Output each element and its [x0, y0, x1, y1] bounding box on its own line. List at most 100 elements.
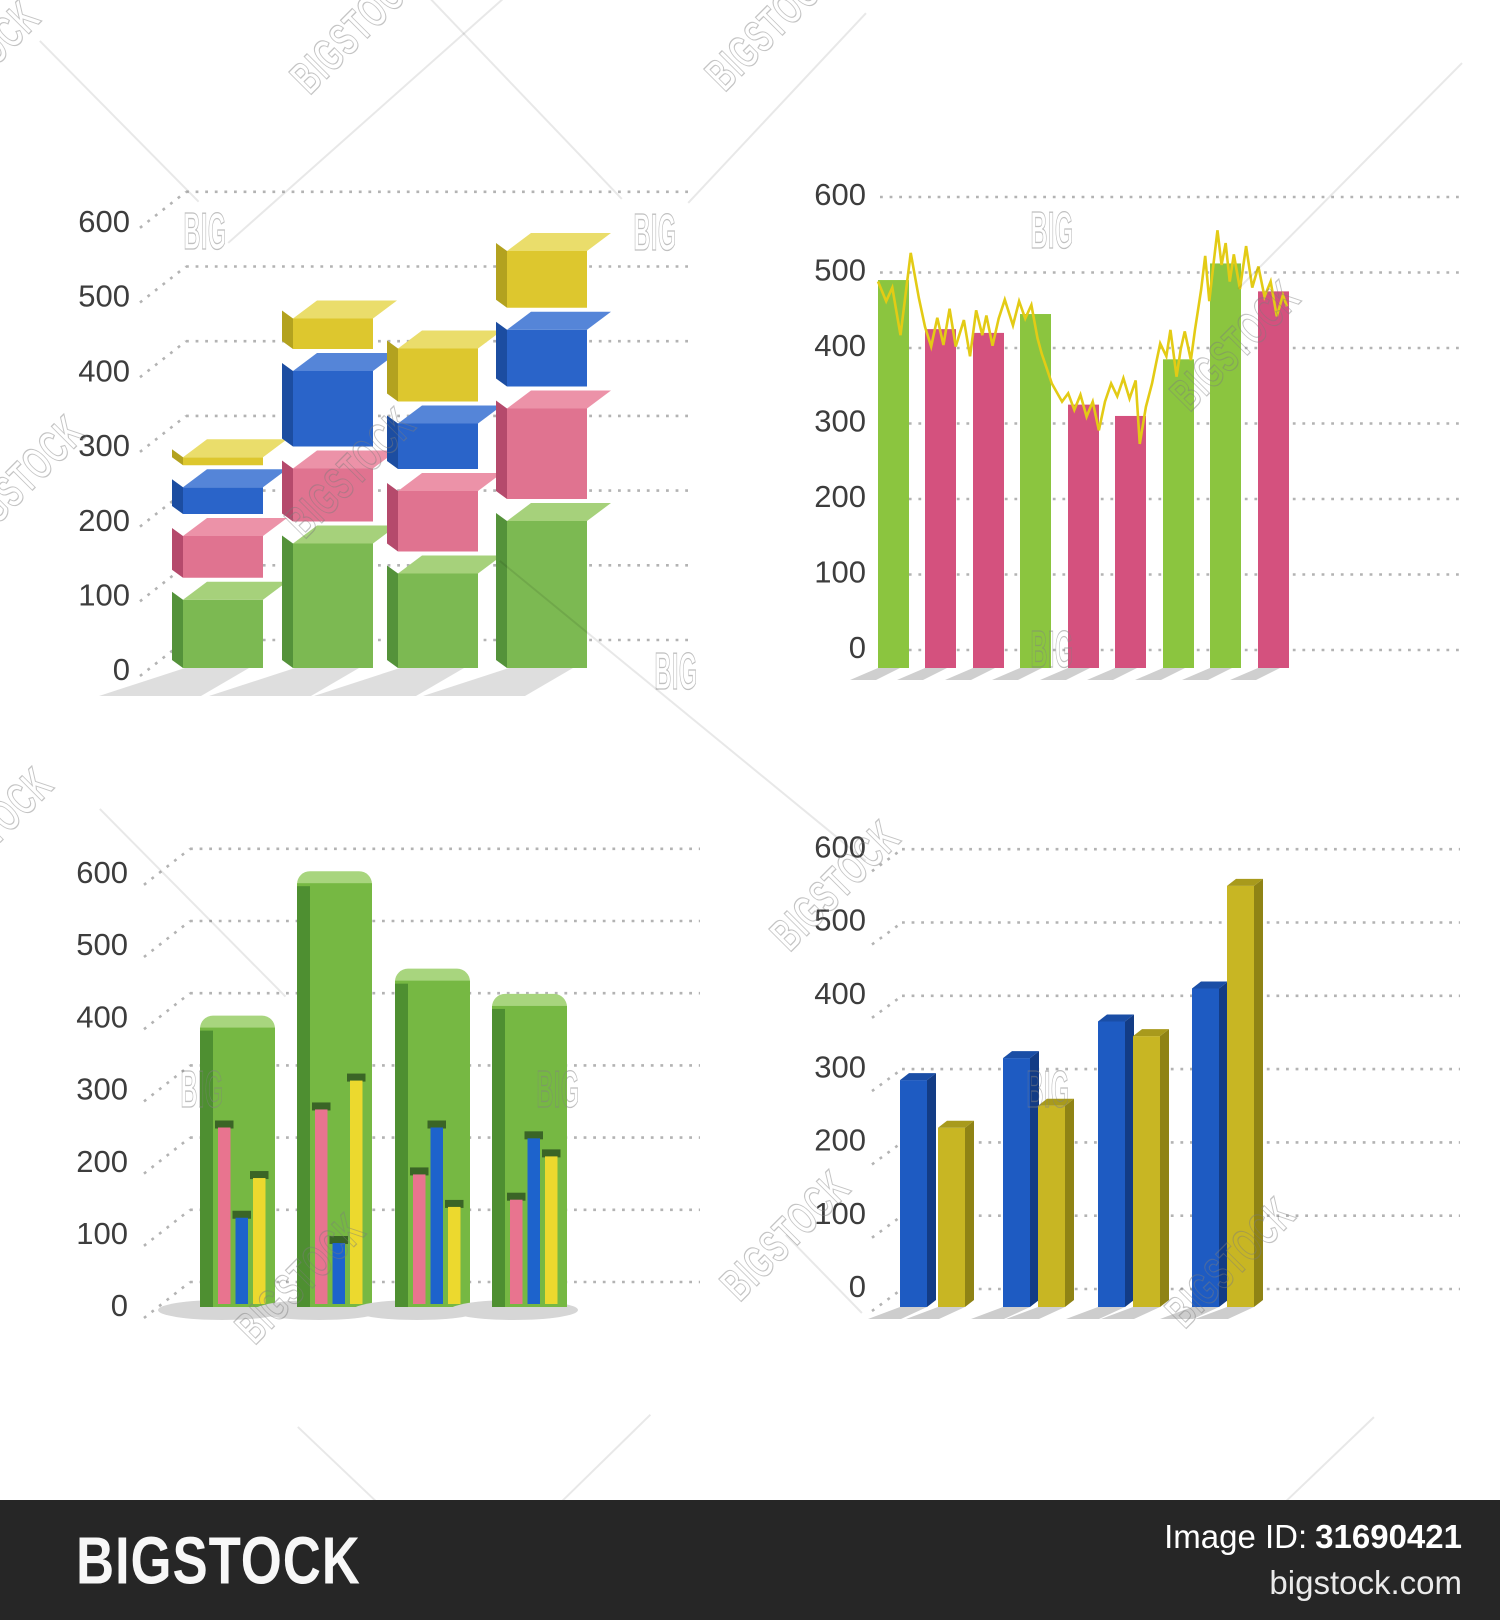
bar-side: [1065, 1098, 1074, 1307]
axis-tick-label: 300: [76, 1072, 128, 1107]
bar-shadow: [1040, 668, 1090, 680]
stacked-block-side: [496, 243, 507, 308]
bar-shadow: [314, 668, 464, 696]
bar: [878, 280, 909, 668]
bar-shadow: [1066, 1307, 1125, 1319]
stacked-block-front: [293, 468, 373, 522]
bar-front: [1038, 1105, 1065, 1307]
grid-line-diagonal: [143, 1280, 191, 1320]
axis-tick-label: 100: [76, 1216, 128, 1251]
grid-line-diagonal: [143, 1208, 191, 1247]
axis-tick-label: 500: [76, 927, 128, 962]
stacked-block-side: [282, 535, 293, 668]
mini-bar-cap: [250, 1171, 269, 1180]
axis-tick-label: 400: [814, 328, 866, 363]
stacked-block-front: [507, 251, 587, 308]
stacked-block-side: [282, 460, 293, 522]
bar-shadow: [1006, 1307, 1065, 1319]
axis-tick-label: 600: [814, 177, 866, 212]
image-id-value: 31690421: [1315, 1517, 1462, 1555]
footer-meta: Image ID: 31690421 bigstock.com: [1164, 1514, 1462, 1606]
column-side: [297, 886, 310, 1307]
mini-bar: [510, 1199, 523, 1304]
axis-tick-label: 100: [814, 555, 866, 590]
axis-tick-label: 100: [814, 1196, 866, 1231]
grid-line-diagonal: [143, 992, 191, 1031]
stacked-block-side: [282, 310, 293, 349]
bar-top: [900, 1073, 936, 1081]
stacked-block-side: [387, 340, 398, 402]
mini-bar-cap: [524, 1131, 543, 1140]
axis-tick-label: 0: [849, 630, 866, 665]
mini-bar-cap: [542, 1149, 561, 1158]
stacked-block-front: [507, 329, 587, 387]
stacked-block-side: [387, 565, 398, 668]
stacked-block-top: [293, 300, 397, 319]
grid-line-diagonal: [871, 1068, 903, 1093]
stacked-block-top: [398, 555, 502, 574]
bar-shadow: [1195, 1307, 1254, 1319]
bar-top: [1003, 1051, 1039, 1059]
stacked-block-front: [398, 491, 478, 552]
bar: [925, 329, 956, 668]
bar: [1258, 291, 1289, 668]
stacked-block-side: [172, 591, 183, 668]
stacked-block-front: [507, 521, 587, 668]
axis-tick-label: 500: [814, 903, 866, 938]
axis-tick-label: 200: [814, 1123, 866, 1158]
grid-line-diagonal: [139, 414, 187, 453]
image-id-line: Image ID: 31690421: [1164, 1514, 1462, 1560]
stacked-block-top: [507, 503, 611, 521]
axis-tick-label: 200: [76, 1144, 128, 1179]
bar-side: [1160, 1029, 1169, 1307]
bar: [1163, 359, 1194, 668]
bar-shadow: [1087, 668, 1137, 680]
bar-top: [1133, 1029, 1169, 1037]
axis-tick-label: 600: [76, 855, 128, 890]
grid-line-diagonal: [139, 190, 187, 229]
stacked-block-top: [183, 518, 287, 536]
bar-shadow: [209, 668, 359, 696]
bar-front: [938, 1127, 965, 1307]
axis-tick-label: 0: [849, 1269, 866, 1304]
bar-side: [1125, 1014, 1134, 1307]
stacked-block-top: [398, 473, 502, 491]
stacked-block-side: [387, 483, 398, 552]
mini-bar: [218, 1127, 231, 1304]
mini-bar: [430, 1127, 443, 1304]
stacked-block-front: [398, 423, 478, 469]
stacked-block-top: [183, 439, 287, 458]
bar: [1210, 263, 1241, 668]
bar-side: [1030, 1051, 1039, 1307]
stacked-block-front: [293, 543, 373, 668]
bar-shadow: [868, 1307, 927, 1319]
column-side: [492, 1008, 505, 1307]
bar-shadow: [971, 1307, 1030, 1319]
bar: [1020, 314, 1051, 668]
bar-front: [1133, 1036, 1160, 1307]
axis-tick-label: 200: [78, 503, 130, 538]
stacked-block-front: [398, 573, 478, 668]
bar-top: [1098, 1014, 1134, 1022]
mini-bar-cap: [427, 1120, 446, 1129]
bar-shadow: [945, 668, 995, 680]
grid-line-diagonal: [143, 919, 191, 959]
mini-bar: [448, 1206, 461, 1304]
mini-bar: [350, 1080, 363, 1304]
trend-line: [876, 230, 1289, 445]
axis-tick-label: 100: [78, 577, 130, 612]
mini-bar-cap: [507, 1192, 526, 1201]
bigstock-logo: BIGSTOCK: [76, 1522, 361, 1598]
grid-line-diagonal: [871, 994, 903, 1019]
mini-bar-cap: [329, 1236, 348, 1245]
axis-tick-label: 0: [113, 652, 130, 687]
grid-line-diagonal: [139, 265, 187, 304]
bar-top: [1192, 981, 1228, 989]
stacked-block-top: [293, 353, 397, 371]
stacked-block-top: [293, 525, 397, 544]
stacked-block-top: [398, 405, 502, 424]
mini-bar: [253, 1178, 266, 1304]
bar-shadow: [897, 668, 947, 680]
bar-shadow: [1230, 668, 1280, 680]
stacked-block-front: [183, 487, 263, 514]
